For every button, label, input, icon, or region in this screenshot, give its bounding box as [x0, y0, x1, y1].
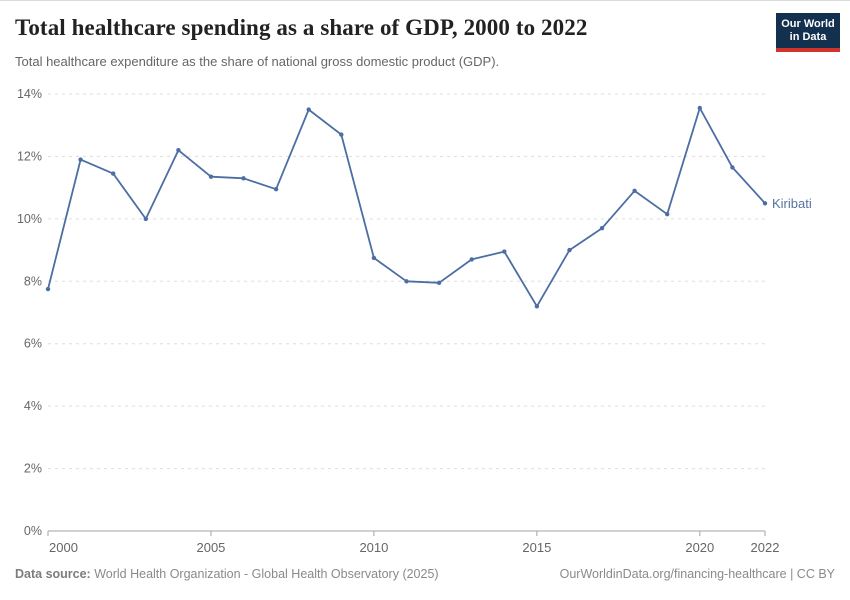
data-source: Data source: World Health Organization -… [15, 567, 439, 581]
data-point-2001[interactable] [78, 157, 83, 162]
y-tick-label-2pct: 2% [24, 462, 42, 476]
data-point-2005[interactable] [208, 174, 214, 179]
footer-link[interactable]: OurWorldinData.org/financing-healthcare … [559, 567, 835, 581]
data-point-2021[interactable] [730, 165, 735, 170]
owid-logo-text-line1: Our World [781, 18, 835, 30]
data-point-2015[interactable] [534, 304, 540, 309]
y-tick-label-14pct: 14% [17, 87, 42, 101]
data-source-text: World Health Organization - Global Healt… [90, 567, 439, 581]
y-tick-label-0pct: 0% [24, 524, 42, 538]
data-point-2011[interactable] [404, 279, 409, 284]
data-point-2008[interactable] [306, 107, 311, 112]
x-tick-label-2022: 2022 [751, 540, 780, 555]
x-tick-label-2020: 2020 [685, 540, 714, 555]
y-tick-label-6pct: 6% [24, 337, 42, 351]
y-tick-label-10pct: 10% [17, 212, 42, 226]
data-point-2020[interactable] [697, 105, 702, 111]
data-point-2017[interactable] [599, 226, 605, 231]
data-point-2006[interactable] [241, 176, 246, 181]
data-point-2019[interactable] [665, 212, 670, 217]
series-end-label-kiribati[interactable]: Kiribati [772, 196, 812, 211]
data-point-2009[interactable] [339, 132, 344, 137]
data-point-2014[interactable] [502, 249, 507, 254]
y-tick-label-4pct: 4% [24, 399, 42, 413]
x-tick-label-2010: 2010 [359, 540, 388, 555]
data-point-2022[interactable] [762, 201, 768, 206]
data-point-2018[interactable] [632, 188, 637, 193]
data-point-2003[interactable] [143, 216, 148, 222]
chart-footer: Data source: World Health Organization -… [15, 567, 835, 581]
data-point-2002[interactable] [111, 171, 116, 176]
x-tick-label-2005: 2005 [196, 540, 225, 555]
x-tick-label-2015: 2015 [522, 540, 551, 555]
y-tick-label-8pct: 8% [24, 274, 42, 288]
chart-subtitle: Total healthcare expenditure as the shar… [15, 54, 500, 69]
page-title: Total healthcare spending as a share of … [15, 15, 588, 40]
data-point-2016[interactable] [567, 247, 572, 253]
x-tick-label-2000: 2000 [49, 540, 78, 555]
data-point-2013[interactable] [469, 257, 474, 262]
data-source-label: Data source: [15, 567, 91, 581]
y-tick-label-12pct: 12% [17, 149, 42, 163]
data-point-2000[interactable] [45, 286, 51, 292]
data-point-2010[interactable] [371, 255, 377, 261]
data-point-2007[interactable] [273, 187, 279, 192]
data-point-2004[interactable] [176, 148, 181, 153]
data-point-2012[interactable] [436, 280, 442, 285]
owid-logo-text-line2: in Data [789, 31, 827, 43]
series-line-kiribati[interactable] [47, 107, 766, 308]
owid-logo[interactable]: Our World in Data [776, 13, 840, 52]
